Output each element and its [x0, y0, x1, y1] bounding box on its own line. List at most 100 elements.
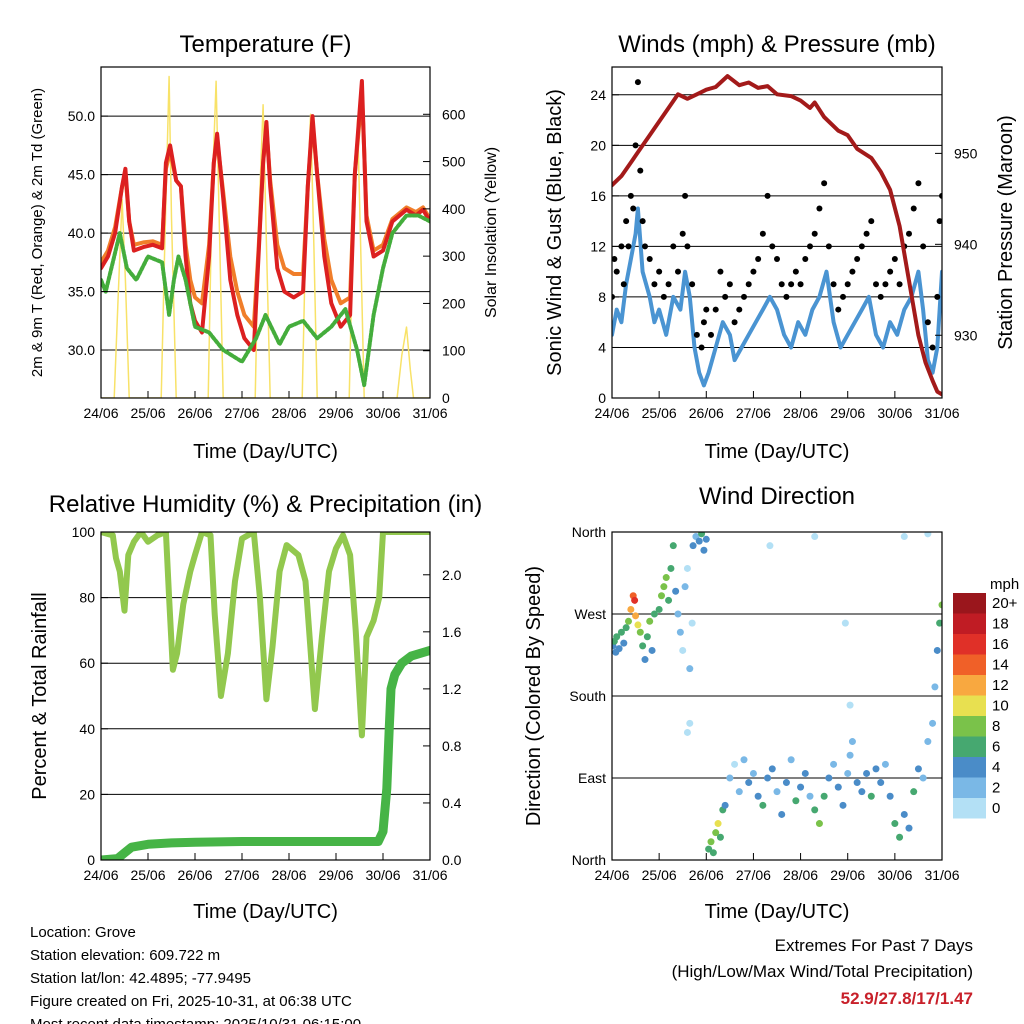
gust-point — [726, 281, 733, 288]
gust-point — [788, 281, 795, 288]
legend-swatch — [953, 716, 986, 737]
wind-direction-point — [705, 845, 713, 853]
y-tick-label: 30.0 — [68, 342, 95, 358]
legend-label: 0 — [992, 800, 1000, 817]
gust-point — [684, 243, 691, 250]
y2-tick-label: 200 — [442, 295, 466, 311]
gust-point — [698, 344, 705, 351]
gust-point — [731, 319, 738, 326]
gust-point — [774, 256, 780, 263]
wind-direction-point — [662, 574, 670, 582]
x-axis-label: Time (Day/UTC) — [705, 901, 850, 923]
wind-direction-point — [787, 756, 795, 764]
x-tick-label: 28/06 — [271, 405, 306, 421]
gust-point — [712, 306, 719, 313]
gust-point — [682, 192, 689, 199]
wind-direction-point — [665, 596, 673, 604]
y2-tick-label: 1.6 — [442, 624, 462, 640]
gust-point — [858, 243, 865, 250]
chart-panel-1: 24/06 25/06 26/06 27/06 28/06 29/06 30/06 31/06… — [29, 31, 500, 463]
wind-direction-point — [683, 728, 691, 736]
wind-direction-point — [689, 542, 697, 550]
x-tick-label: 26/06 — [689, 867, 724, 883]
wind-direction-point — [716, 833, 724, 841]
x-tick-label: 30/06 — [365, 405, 400, 421]
legend-label: 4 — [992, 759, 1000, 776]
x-tick-label: 27/06 — [224, 405, 259, 421]
gust-point — [741, 293, 747, 300]
gust-point — [689, 281, 696, 288]
x-tick-label: 24/06 — [83, 405, 118, 421]
wind-direction-point — [931, 683, 939, 691]
wind-direction-point — [740, 756, 748, 764]
x-tick-label: 29/06 — [318, 405, 353, 421]
wind-direction-point — [797, 783, 805, 791]
wind-direction-point — [658, 592, 665, 600]
gust-point — [745, 281, 752, 288]
legend-title: mph — [990, 576, 1019, 593]
x-tick-label: 25/06 — [642, 867, 677, 883]
y2-tick-label: 930 — [954, 327, 978, 343]
x-tick-label: 28/06 — [783, 405, 818, 421]
gust-point — [618, 243, 625, 250]
y-tick-label: 100 — [72, 524, 96, 540]
wind-direction-point — [698, 532, 706, 538]
wind-direction-point — [707, 838, 715, 846]
legend-label: 8 — [992, 718, 1000, 735]
y2-tick-label: 0.0 — [442, 852, 462, 868]
total-precipitation-line — [101, 645, 430, 860]
y-tick-label: 50.0 — [68, 108, 95, 124]
gust-point — [613, 268, 620, 275]
legend-swatch — [953, 736, 986, 757]
wind-direction-point — [834, 783, 842, 791]
x-tick-label: 26/06 — [177, 867, 212, 883]
chart-panel-2: 24/06 25/06 26/06 27/06 28/06 29/06 30/06 31/06… — [544, 31, 1017, 463]
wind-direction-point — [686, 665, 694, 673]
x-tick-label: 29/06 — [830, 867, 865, 883]
extremes-values: 52.9/27.8/17/1.47 — [841, 989, 973, 1008]
gust-point — [769, 243, 776, 250]
wind-direction-point — [620, 639, 628, 647]
plot-frame — [100, 531, 431, 861]
wind-direction-point — [846, 751, 854, 759]
x-tick-label: 31/06 — [412, 867, 447, 883]
wind-direction-point — [679, 646, 687, 654]
gust-point — [750, 268, 757, 275]
y2-axis-label: Station Pressure (Maroon) — [995, 115, 1017, 350]
wind-direction-point — [914, 765, 922, 773]
y2-tick-label: 100 — [442, 343, 466, 359]
solar-insolation-line — [101, 75, 430, 398]
gust-point — [802, 256, 809, 263]
gust-point — [934, 293, 941, 300]
gust-point — [736, 306, 743, 313]
y-axis-label: Percent & Total Rainfall — [29, 592, 51, 800]
wind-direction-point — [674, 610, 682, 618]
wind-direction-point — [641, 656, 649, 664]
wind-direction-point — [754, 792, 762, 800]
y-axis-label: Sonic Wind & Gust (Blue, Black) — [544, 89, 566, 376]
x-tick-label: 26/06 — [689, 405, 724, 421]
plot-area — [612, 74, 942, 397]
y-tick-label: 80 — [79, 590, 95, 606]
legend-label: 20+ — [992, 595, 1018, 612]
wind-direction-point — [683, 564, 691, 572]
wind-direction-point — [688, 619, 696, 627]
wind-direction-point — [867, 792, 875, 800]
wind-direction-point — [764, 774, 772, 782]
legend-label: 12 — [992, 677, 1009, 694]
gust-point — [906, 230, 912, 237]
y2-tick-label: 600 — [442, 106, 466, 122]
gust-point — [620, 281, 627, 288]
y2-tick-label: 0.8 — [442, 738, 462, 754]
relative-humidity-line — [101, 532, 430, 739]
wind-direction-point — [676, 628, 684, 636]
plot-area — [101, 75, 430, 398]
legend-swatch — [953, 593, 986, 614]
y-tick-label: North — [572, 852, 606, 868]
wind-direction-point — [881, 760, 889, 768]
gust-point — [936, 218, 942, 225]
gust-point — [830, 281, 837, 288]
gust-point — [939, 192, 942, 199]
x-tick-label: 28/06 — [783, 867, 818, 883]
extremes-title: Extremes For Past 7 Days — [775, 936, 973, 955]
